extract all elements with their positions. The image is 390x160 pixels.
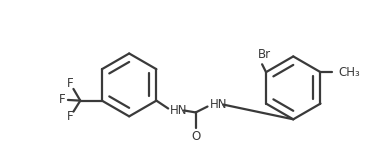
- Text: Br: Br: [258, 48, 271, 61]
- Text: F: F: [67, 110, 74, 123]
- Text: CH₃: CH₃: [338, 66, 360, 79]
- Text: HN: HN: [170, 104, 188, 117]
- Text: F: F: [67, 77, 74, 90]
- Text: HN: HN: [209, 98, 227, 111]
- Text: O: O: [191, 129, 200, 143]
- Text: F: F: [59, 93, 66, 106]
